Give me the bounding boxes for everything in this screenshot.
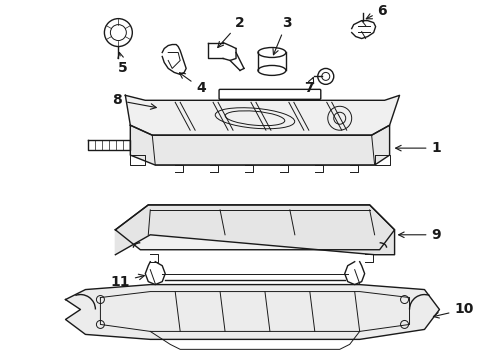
Text: 11: 11 bbox=[110, 274, 145, 289]
Text: 9: 9 bbox=[398, 228, 441, 242]
Polygon shape bbox=[125, 95, 399, 135]
Text: 7: 7 bbox=[304, 77, 314, 95]
Polygon shape bbox=[66, 285, 440, 339]
Text: 8: 8 bbox=[112, 93, 156, 109]
Polygon shape bbox=[130, 125, 390, 165]
Text: 3: 3 bbox=[273, 15, 292, 55]
Text: 6: 6 bbox=[366, 4, 387, 19]
Text: 1: 1 bbox=[395, 141, 441, 155]
Text: 4: 4 bbox=[179, 73, 206, 95]
Polygon shape bbox=[115, 205, 394, 255]
Text: 5: 5 bbox=[118, 53, 128, 76]
Text: 10: 10 bbox=[433, 302, 474, 318]
Text: 2: 2 bbox=[218, 15, 245, 48]
Polygon shape bbox=[115, 205, 394, 250]
